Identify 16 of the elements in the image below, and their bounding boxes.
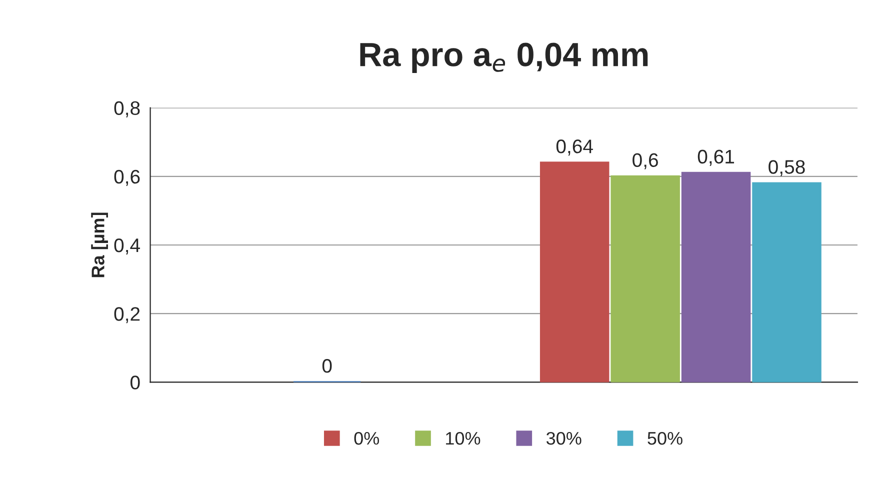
data-label: 0,6 [632,153,658,170]
data-label: 0,64 [556,140,593,156]
chart-title: Ra pro a$_{e}$ 0,04 mm [360,42,648,73]
y-tick-label: 0,4 [114,238,140,255]
data-label: 0,58 [768,160,805,176]
legend-label: 30% [546,432,582,445]
y-tick-label: 0,2 [114,307,140,324]
legend-label: 0% [354,432,380,445]
y-tick-label: 0,8 [114,101,140,118]
y-axis-title: Ra [µm] [91,212,108,278]
data-label: 0,61 [698,150,734,166]
y-tick-label: 0,6 [114,170,140,186]
data-label: 0 [322,359,332,373]
legend-label: 10% [446,432,480,445]
y-tick-label: 0 [130,376,140,390]
legend-label: 50% [648,432,682,445]
